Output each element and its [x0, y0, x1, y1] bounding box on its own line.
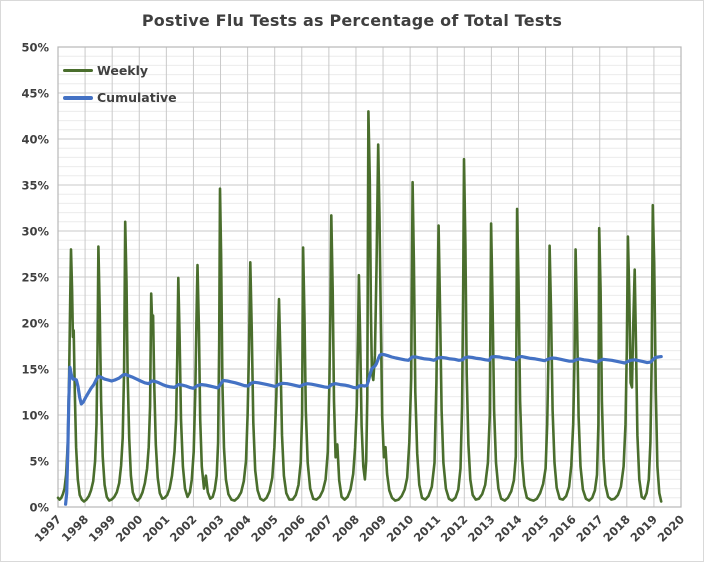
y-axis-tick-label: 20% [21, 317, 49, 331]
y-axis-tick-label: 0% [29, 501, 49, 515]
x-axis-tick-label: 1997 [32, 512, 65, 545]
x-axis-tick-label: 2007 [302, 512, 335, 545]
x-axis-tick-label: 1998 [59, 512, 92, 545]
x-axis-tick-label: 2010 [384, 512, 417, 545]
chart-title: Postive Flu Tests as Percentage of Total… [141, 11, 563, 30]
x-axis-tick-label: 2014 [492, 512, 525, 545]
x-axis-tick-label: 2013 [465, 512, 498, 545]
cumulative-line-swatch [63, 95, 93, 100]
y-axis-tick-label: 10% [21, 409, 49, 423]
x-axis-tick-label: 2011 [411, 512, 444, 545]
weekly-series-line [56, 110, 663, 503]
legend-item-weekly: Weekly [63, 57, 177, 84]
x-axis-tick-label: 2003 [194, 512, 227, 545]
x-axis-tick-label: 2000 [113, 512, 146, 545]
x-axis-tick-label: 2006 [275, 512, 308, 545]
x-axis-tick-label: 2001 [140, 512, 173, 545]
x-axis-tick-label: 2017 [573, 512, 606, 545]
x-axis-tick-label: 2019 [627, 512, 660, 545]
y-axis-tick-label: 45% [21, 87, 49, 101]
x-axis-tick-label: 2020 [655, 512, 688, 545]
x-axis-tick-label: 2012 [438, 512, 471, 545]
x-axis-tick-label: 2018 [600, 512, 633, 545]
y-axis-tick-label: 35% [21, 179, 49, 193]
legend-label-cumulative: Cumulative [97, 90, 177, 105]
y-axis-tick-label: 5% [29, 455, 49, 469]
legend-item-cumulative: Cumulative [63, 84, 177, 111]
weekly-line-swatch [63, 69, 93, 72]
y-axis-tick-label: 25% [21, 271, 49, 285]
x-axis-tick-label: 2008 [330, 512, 363, 545]
legend-label-weekly: Weekly [97, 63, 149, 78]
cumulative-series-line [63, 352, 663, 506]
plot-area-border [57, 46, 682, 508]
y-axis-tick-label: 15% [21, 363, 49, 377]
x-axis-tick-label: 2015 [519, 512, 552, 545]
x-axis-tick-label: 2004 [221, 512, 254, 545]
x-axis-tick-label: 2005 [248, 512, 281, 545]
chart-legend: Weekly Cumulative [63, 57, 177, 111]
x-axis-tick-label: 2009 [357, 512, 390, 545]
y-axis-tick-label: 30% [21, 225, 49, 239]
y-axis-tick-label: 40% [21, 133, 49, 147]
y-axis-tick-label: 50% [21, 41, 49, 55]
x-axis-tick-label: 1999 [86, 512, 119, 545]
x-axis-tick-label: 2016 [546, 512, 579, 545]
x-axis-tick-label: 2002 [167, 512, 200, 545]
